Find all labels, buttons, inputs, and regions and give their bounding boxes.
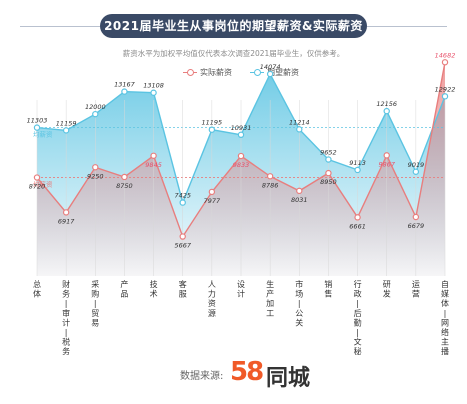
point-expected	[237, 131, 245, 139]
x-tick-labels: 总体 财务|审计|税务 采购|贸易 产品 技术 客服 人力资源 设计 生产加工 市场|公关 销售 行政…	[33, 279, 449, 356]
legend-expected: 期望薪资	[250, 67, 299, 78]
chart-note: 薪资水平为加权平均值仅代表本次调查2021届毕业生，仅供参考。	[122, 49, 345, 58]
point-expected	[325, 156, 332, 163]
data-label-expected: 14074	[260, 63, 281, 71]
point-expected	[412, 168, 420, 175]
title-rule-left	[20, 26, 100, 27]
point-expected	[150, 89, 157, 96]
legend-actual-label: 实际薪资	[200, 68, 232, 77]
data-label-expected: 9113	[349, 159, 366, 167]
x-tick-label: 生产加工	[266, 279, 274, 318]
point-expected	[208, 126, 216, 133]
point-expected	[33, 124, 41, 131]
x-tick-label: 技术	[150, 279, 158, 299]
x-tick-label: 产品	[120, 279, 128, 299]
data-label-actual: 9250	[87, 172, 104, 180]
point-actual	[383, 152, 390, 159]
x-tick-label: 销售	[324, 279, 332, 299]
data-label-actual: 6917	[58, 217, 75, 225]
reference-label-0: 均薪资	[33, 130, 53, 139]
data-label-actual: 8720	[29, 183, 46, 191]
x-tick-label: 研发	[383, 280, 391, 299]
point-actual	[62, 209, 70, 216]
point-actual	[92, 164, 99, 171]
point-actual	[412, 213, 420, 221]
data-label-expected: 7425	[174, 192, 191, 200]
x-tick-label: 总体	[33, 279, 41, 299]
data-label-actual: 5667	[174, 242, 191, 250]
point-expected	[92, 110, 99, 118]
point-expected	[441, 93, 449, 100]
data-label-actual: 8750	[116, 182, 133, 190]
logo-58: 58	[230, 357, 264, 387]
point-expected	[354, 166, 361, 174]
data-labels: 11303 11159 12000 13167 13108 7425 11195 10931 1…	[27, 51, 456, 249]
data-label-expected: 9652	[320, 149, 337, 157]
point-actual	[208, 188, 216, 196]
data-label-actual: 8031	[291, 196, 308, 204]
legend-expected-symbol	[250, 69, 264, 77]
title-rule-right	[367, 26, 447, 27]
data-label-expected: 12922	[435, 85, 456, 93]
point-actual	[354, 214, 361, 221]
point-actual	[33, 174, 41, 181]
x-tick-label: 采购|贸易	[91, 279, 99, 327]
data-label-actual: 6661	[349, 222, 366, 230]
data-label-expected: 13167	[114, 81, 136, 89]
point-expected	[62, 127, 70, 134]
data-label-expected: 13108	[143, 82, 164, 90]
point-actual	[296, 187, 303, 195]
logo-digits: 58	[230, 357, 264, 387]
source-label: 数据来源:	[180, 371, 224, 382]
data-label-expected: 11195	[202, 119, 223, 127]
point-expected	[266, 70, 274, 78]
point-actual	[237, 152, 245, 160]
title-bar	[100, 14, 367, 38]
data-label-expected: 12000	[85, 103, 106, 111]
data-label-actual: 8786	[262, 181, 279, 189]
point-actual	[121, 173, 128, 181]
point-actual	[266, 173, 274, 180]
x-tick-label: 市场|公关	[295, 279, 303, 327]
point-expected	[296, 126, 303, 133]
legend-expected-label: 期望薪资	[267, 68, 299, 77]
data-label-expected: 9019	[408, 161, 425, 169]
data-label-actual: 6679	[408, 222, 425, 230]
x-tick-label: 设计	[237, 279, 245, 299]
data-source: 数据来源: 58 同城	[180, 357, 330, 391]
point-expected	[179, 199, 186, 206]
point-actual	[150, 152, 157, 159]
point-expected	[121, 88, 128, 95]
point-actual	[441, 59, 449, 66]
data-label-expected: 12156	[376, 100, 397, 108]
data-label-actual: 9867	[378, 160, 395, 168]
x-tick-label: 运营	[412, 280, 420, 299]
point-actual	[179, 233, 186, 240]
data-points	[33, 59, 449, 240]
data-label-actual: 9845	[145, 161, 162, 169]
data-label-actual: 8950	[320, 178, 337, 186]
data-label-actual: 9833	[233, 161, 250, 169]
x-tick-label: 自媒体|网络主播	[441, 279, 449, 356]
data-label-actual: 7977	[204, 197, 221, 205]
data-label-expected: 10931	[231, 124, 252, 132]
data-label-expected: 11214	[289, 118, 310, 126]
data-label-expected: 11159	[56, 119, 77, 127]
point-actual	[325, 169, 332, 177]
data-label-expected: 11303	[27, 117, 48, 125]
legend-actual: 实际薪资	[183, 67, 232, 78]
point-expected	[383, 107, 390, 115]
x-tick-label: 客服	[179, 279, 187, 299]
logo-tongcheng: 同城	[266, 366, 311, 391]
x-tick-label: 财务|审计|税务	[62, 279, 70, 356]
legend-actual-symbol	[183, 69, 197, 77]
x-tick-label: 人力资源	[208, 280, 216, 318]
data-label-actual: 14682	[435, 51, 456, 59]
chart-title: 2021届毕业生从事岗位的期望薪资&实际薪资	[104, 19, 363, 33]
x-tick-label: 行政|后勤|文秘	[354, 279, 362, 356]
